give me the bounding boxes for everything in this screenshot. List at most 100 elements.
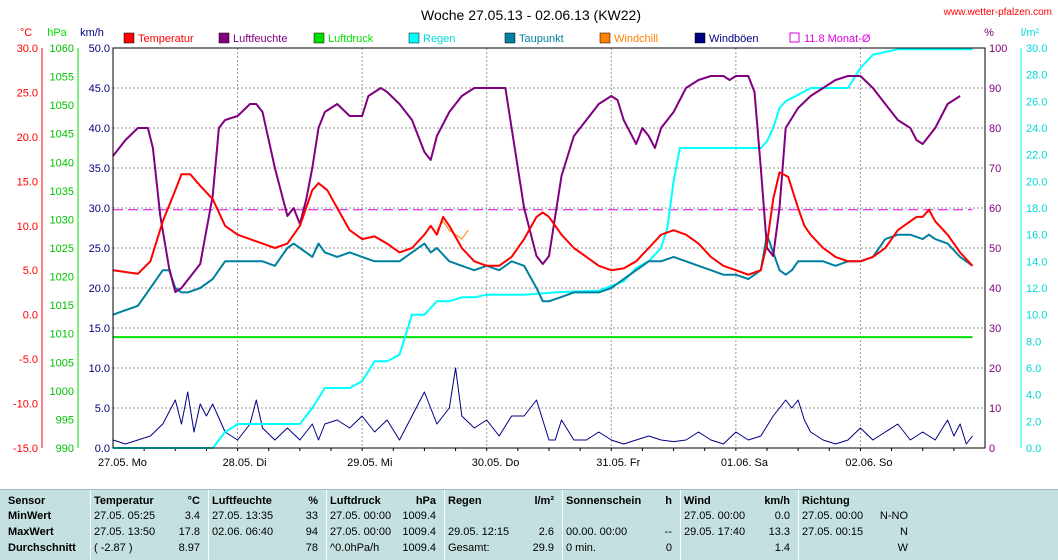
wind-tick-label: 45.0 (89, 83, 110, 95)
pressure-tick-label: 1000 (50, 386, 74, 398)
website-link[interactable]: www.wetter-pfalzen.com (943, 7, 1052, 18)
table-column-sonnenschein: Sonnenschein h 00.00. 00:00 -- 0 min. 0 (562, 490, 680, 560)
wind-tick-label: 30.0 (89, 203, 110, 215)
cell-value: W (897, 542, 908, 554)
legend-swatch-0 (123, 32, 135, 44)
column-title: Luftdruck (330, 495, 381, 507)
table-column-luftdruck: Luftdruck hPa 27.05. 00:00 1009.4 27.05. 00:… (326, 490, 444, 560)
chart-title: Woche 27.05.13 - 02.06.13 (KW22) (421, 7, 641, 23)
pressure-tick-label: 1015 (50, 300, 74, 312)
cell-value: 2.6 (538, 526, 554, 538)
rain-tick-label: 0.0 (1026, 443, 1041, 455)
rain-tick-label: 2.0 (1026, 416, 1041, 428)
cell-label: 00.00. 00:00 (566, 526, 628, 538)
temp-tick-label: 5.0 (23, 265, 38, 277)
temp-tick-label: 10.0 (17, 221, 38, 233)
cell-value: 3.4 (184, 510, 200, 522)
column-title: Sonnenschein (566, 495, 642, 507)
legend-label-5: Windchill (614, 33, 658, 45)
temp-tick-label: 25.0 (17, 87, 38, 99)
humidity-tick-label: 60 (989, 203, 1001, 215)
rain-tick-label: 22.0 (1026, 150, 1047, 162)
cell-label: 29.05. 17:40 (684, 526, 746, 538)
row-label-min: MinWert (8, 510, 52, 522)
wind-tick-label: 50.0 (89, 43, 110, 55)
chart-background (0, 0, 1058, 489)
rain-tick-label: 24.0 (1026, 123, 1047, 135)
legend-swatch-6 (694, 32, 706, 44)
column-unit: hPa (415, 495, 436, 507)
humidity-tick-label: 80 (989, 123, 1001, 135)
column-unit: km/h (764, 495, 790, 507)
legend-swatch-5 (599, 32, 611, 44)
humidity-tick-label: 40 (989, 283, 1001, 295)
row-label-max: MaxWert (8, 526, 54, 538)
cell-label: Gesamt: (448, 542, 490, 554)
pressure-tick-label: 1010 (50, 329, 74, 341)
pressure-tick-label: 1025 (50, 243, 74, 255)
cell-label: ^0.0hPa/h (330, 542, 380, 554)
wind-tick-label: 0.0 (95, 443, 110, 455)
series-line-luftfeuchte (112, 75, 961, 293)
cell-value: -- (664, 526, 672, 538)
rain-tick-label: 6.0 (1026, 363, 1041, 375)
cell-value: 13.3 (768, 526, 790, 538)
humidity-tick-label: 90 (989, 83, 1001, 95)
pressure-tick-label: 1060 (50, 43, 74, 55)
day-label: 02.06. So (845, 457, 892, 469)
wind-tick-label: 35.0 (89, 163, 110, 175)
wind-tick-label: 5.0 (95, 403, 110, 415)
humidity-tick-label: 100 (989, 43, 1007, 55)
day-label: 29.05. Mi (347, 457, 392, 469)
pressure-tick-label: 995 (56, 414, 74, 426)
day-label: 27.05. Mo (98, 457, 147, 469)
legend-label-4: Taupunkt (519, 33, 564, 45)
column-separator (680, 490, 681, 560)
humidity-tick-label: 30 (989, 323, 1001, 335)
column-title: Temperatur (94, 495, 154, 507)
table-column-temperatur: Temperatur °C 27.05. 05:25 3.4 27.05. 13:50 1… (90, 490, 208, 560)
cell-label: 27.05. 13:35 (212, 510, 274, 522)
legend-label-0: Temperatur (138, 33, 194, 45)
rain-tick-label: 12.0 (1026, 283, 1047, 295)
column-unit: h (665, 495, 672, 507)
temp-tick-label: -5.0 (19, 354, 38, 366)
legend-swatch-3 (408, 32, 420, 44)
table-column-wind: Wind km/h 27.05. 00:00 0.0 29.05. 17:40 13.3 1… (680, 490, 798, 560)
column-separator (444, 490, 445, 560)
column-unit: l/m² (534, 495, 554, 507)
cell-value: 29.9 (532, 542, 554, 554)
temp-tick-label: 15.0 (17, 176, 38, 188)
day-label: 31.05. Fr (596, 457, 640, 469)
humidity-tick-label: 50 (989, 243, 1001, 255)
temp-tick-label: -10.0 (13, 399, 38, 411)
series-line-regen (113, 48, 973, 449)
temp-tick-label: 20.0 (17, 132, 38, 144)
cell-value: 1009.4 (402, 542, 436, 554)
humidity-tick-label: 20 (989, 363, 1001, 375)
cell-label: 02.06. 06:40 (212, 526, 274, 538)
pressure-unit-label: hPa (47, 27, 67, 39)
column-separator (798, 490, 799, 560)
column-title: Regen (448, 495, 482, 507)
cell-label: 27.05. 00:15 (802, 526, 864, 538)
stats-table: Sensor MinWert MaxWert Durchschnitt Temp… (0, 489, 1058, 560)
pressure-tick-label: 1030 (50, 214, 74, 226)
series-line-taupunkt (112, 233, 974, 316)
wind-unit-label: km/h (80, 27, 104, 39)
wind-tick-label: 20.0 (89, 283, 110, 295)
cell-value: 33 (305, 510, 318, 522)
legend-label-3: Regen (423, 33, 455, 45)
column-title: Richtung (802, 495, 850, 507)
legend-swatch-1 (218, 32, 230, 44)
legend-swatch-2 (313, 32, 325, 44)
cell-value: 17.8 (178, 526, 200, 538)
legend-label-7: 11.8 Monat-Ø (804, 33, 871, 45)
column-separator (208, 490, 209, 560)
rain-tick-label: 14.0 (1026, 256, 1047, 268)
cell-value: 1009.4 (402, 526, 436, 538)
wind-tick-label: 15.0 (89, 323, 110, 335)
wind-tick-label: 10.0 (89, 363, 110, 375)
rain-tick-label: 26.0 (1026, 96, 1047, 108)
column-unit: % (308, 495, 318, 507)
